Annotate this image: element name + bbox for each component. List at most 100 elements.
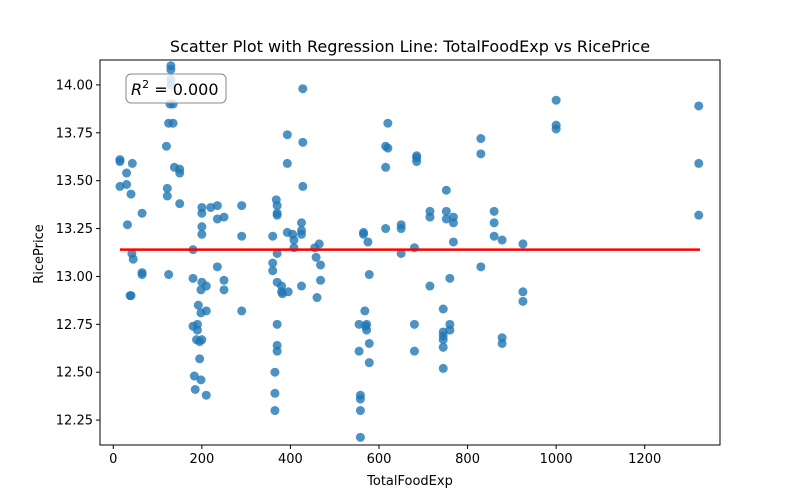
- data-point: [190, 384, 200, 394]
- data-point: [197, 208, 207, 218]
- data-point: [441, 185, 451, 195]
- data-point: [359, 229, 368, 239]
- y-axis: 12.25 12.50 12.75 13.00 13.25 13.50 13.75 14.00: [56, 78, 100, 429]
- data-point: [409, 346, 419, 356]
- data-point: [316, 260, 326, 270]
- data-point: [219, 275, 229, 285]
- data-point: [201, 390, 211, 400]
- data-point: [497, 338, 507, 348]
- data-point: [282, 158, 292, 168]
- data-point: [355, 432, 365, 442]
- data-point: [489, 206, 499, 216]
- data-point: [272, 210, 282, 220]
- data-point: [518, 239, 528, 249]
- annotation-box: [125, 73, 227, 104]
- data-point: [272, 248, 282, 258]
- data-point: [270, 388, 280, 398]
- data-point: [212, 201, 222, 211]
- x-axis: 0 200 400 600 800 1000 1200: [109, 445, 661, 467]
- data-point: [489, 231, 499, 241]
- data-point: [268, 266, 278, 276]
- data-point: [122, 168, 132, 178]
- data-point: [364, 358, 374, 368]
- data-point: [201, 281, 211, 291]
- data-point: [425, 212, 435, 222]
- data-point: [364, 338, 374, 348]
- data-point: [312, 293, 322, 303]
- y-tick-label: 13.75: [56, 126, 93, 141]
- y-tick-label: 13.50: [56, 174, 93, 189]
- data-point: [441, 206, 451, 216]
- data-point: [126, 189, 136, 199]
- y-tick-label: 12.25: [56, 414, 93, 429]
- data-point: [381, 162, 391, 172]
- data-point: [197, 335, 207, 345]
- data-point: [289, 235, 299, 245]
- y-tick-label: 12.75: [56, 318, 93, 333]
- data-point: [127, 158, 137, 168]
- data-point: [188, 273, 198, 283]
- data-point: [360, 306, 370, 316]
- data-point: [168, 118, 178, 128]
- data-point: [282, 130, 292, 140]
- data-point: [175, 168, 185, 178]
- data-point: [438, 363, 448, 373]
- data-point: [409, 319, 419, 329]
- data-point: [362, 325, 372, 335]
- data-point: [316, 275, 326, 285]
- data-point: [396, 224, 406, 234]
- data-point: [237, 201, 247, 211]
- data-point: [551, 95, 561, 105]
- data-point: [364, 270, 374, 280]
- plot-frame: [99, 59, 721, 446]
- data-point: [445, 325, 455, 335]
- data-point: [297, 281, 306, 291]
- data-point: [189, 371, 199, 381]
- data-point: [298, 137, 308, 147]
- y-tick-label: 12.50: [56, 366, 93, 381]
- data-point: [122, 220, 132, 230]
- data-point: [425, 281, 435, 291]
- data-point: [355, 406, 365, 416]
- data-point: [219, 212, 229, 222]
- data-point: [518, 296, 528, 306]
- data-point: [212, 262, 222, 272]
- chart-title: Scatter Plot with Regression Line: Total…: [170, 37, 650, 56]
- data-point: [298, 84, 308, 94]
- data-point: [445, 273, 455, 283]
- data-point: [272, 319, 282, 329]
- x-tick-label: 800: [455, 452, 480, 467]
- data-point: [298, 181, 308, 191]
- data-point: [489, 218, 499, 228]
- data-point: [383, 143, 393, 153]
- data-point: [518, 287, 528, 297]
- annotation-text: R2 = 0.000: [131, 78, 219, 99]
- points-layer: [115, 61, 704, 442]
- data-point: [314, 239, 324, 249]
- data-point: [196, 375, 206, 385]
- x-tick-label: 600: [367, 452, 392, 467]
- y-tick-label: 13.25: [56, 222, 93, 237]
- data-point: [126, 291, 136, 301]
- data-point: [297, 229, 306, 239]
- data-point: [441, 214, 451, 224]
- data-point: [694, 101, 704, 111]
- data-point: [694, 210, 704, 220]
- data-point: [448, 237, 458, 247]
- data-point: [161, 141, 171, 151]
- data-point: [162, 183, 172, 193]
- data-point: [270, 367, 280, 377]
- x-tick-label: 1200: [628, 452, 661, 467]
- data-point: [476, 262, 486, 272]
- data-point: [201, 306, 211, 316]
- data-point: [195, 354, 205, 364]
- data-point: [166, 65, 176, 75]
- x-tick-label: 200: [189, 452, 214, 467]
- data-point: [283, 287, 293, 297]
- data-point: [297, 218, 306, 228]
- data-point: [219, 285, 229, 295]
- data-point: [197, 229, 207, 239]
- data-point: [122, 180, 132, 190]
- data-point: [438, 335, 448, 345]
